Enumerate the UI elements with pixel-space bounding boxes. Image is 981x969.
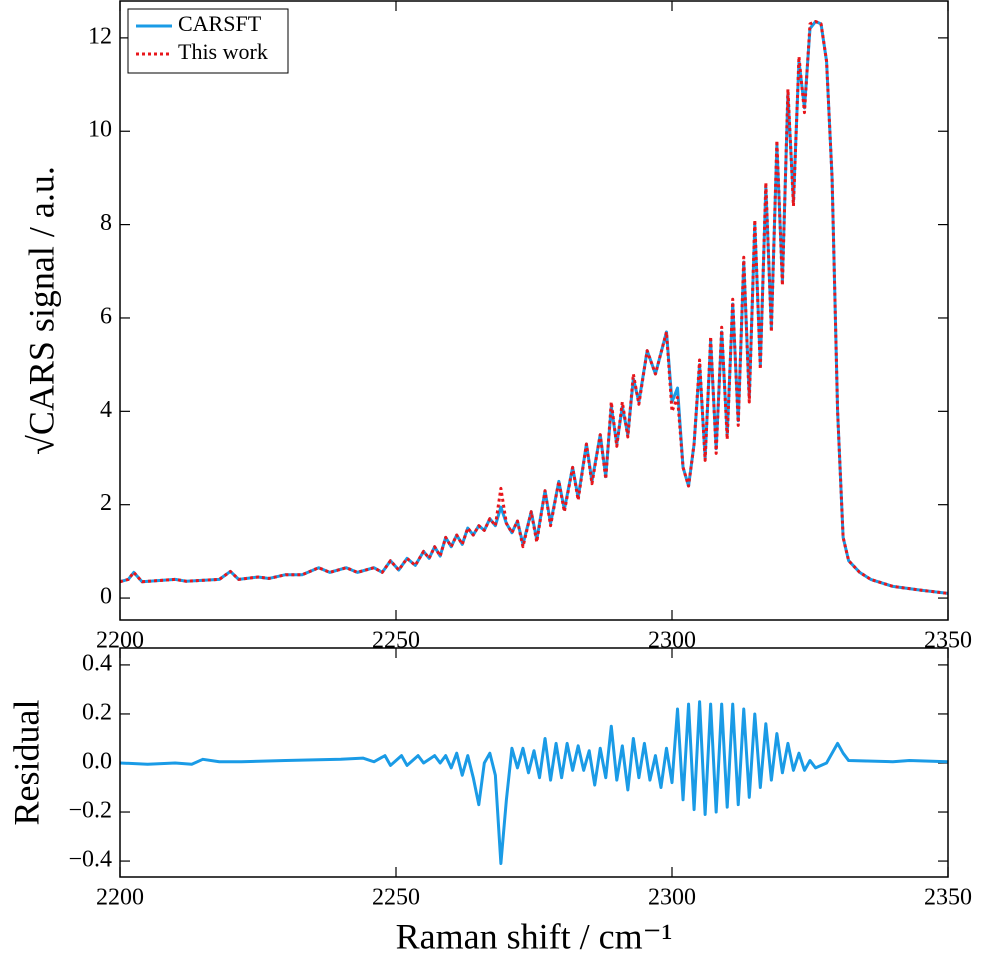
axes-frame [119,647,949,878]
data-line [120,20,948,595]
y-tick-label: 12 [88,23,112,49]
x-tick-label: 2350 [924,885,972,911]
y-tick-label: 0.4 [82,650,112,676]
y-tick-label: 4 [100,397,112,423]
y-tick-label: 0 [100,584,112,610]
x-tick-label: 2300 [648,885,696,911]
x-tick-label: 2250 [372,885,420,911]
y-axis-label: Residual [6,700,46,826]
legend-label: This work [178,39,268,64]
legend-label: CARSFT [178,11,262,36]
y-tick-label: −0.2 [68,798,112,824]
y-tick-label: 6 [100,303,112,329]
y-tick-label: 8 [100,210,112,236]
y-tick-label: −0.4 [68,847,112,873]
data-line [120,700,948,866]
y-tick-label: 0.2 [82,699,112,725]
y-tick-label: 10 [88,117,112,143]
plot-area [120,20,948,595]
axes-frame [119,0,949,621]
legend-box [127,8,289,74]
x-axis-label: Raman shift / cm⁻¹ [396,916,673,956]
y-axis-label: √CARS signal / a.u. [21,166,61,455]
x-tick-label: 2200 [96,885,144,911]
y-tick-label: 2 [100,490,112,516]
data-line [120,20,948,595]
y-tick-label: 0.0 [82,748,112,774]
plot-area [120,700,948,866]
